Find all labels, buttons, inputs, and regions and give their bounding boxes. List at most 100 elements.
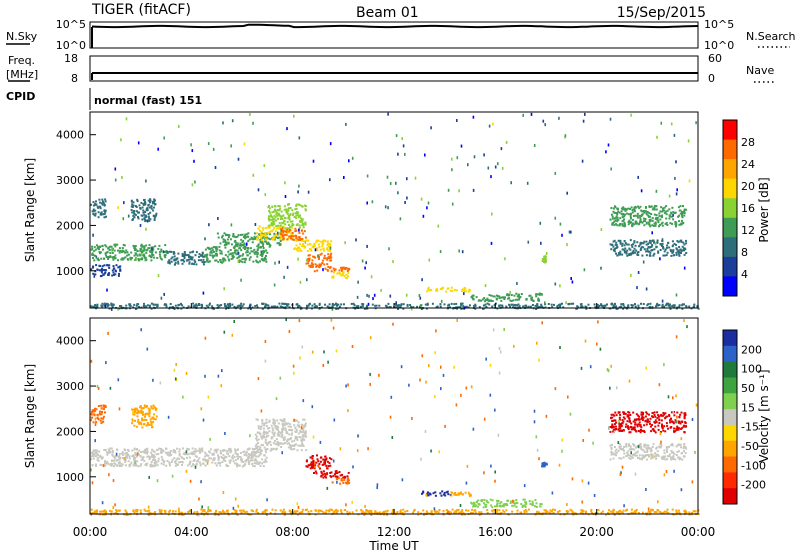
scatter-cell — [268, 233, 271, 236]
scatter-cell — [283, 420, 286, 423]
scatter-cell — [154, 511, 157, 513]
noise-cell — [670, 122, 673, 126]
scatter-cell — [211, 461, 214, 464]
scatter-cell — [369, 509, 372, 512]
scatter-cell — [668, 303, 671, 306]
scatter-cell — [185, 259, 188, 262]
scatter-cell — [621, 422, 623, 425]
scatter-cell — [165, 464, 168, 467]
noise-cell — [673, 133, 676, 137]
scatter-cell — [642, 456, 645, 459]
scatter-cell — [257, 227, 260, 230]
scatter-cell — [212, 452, 215, 455]
scatter-cell — [355, 509, 358, 512]
scatter-cell — [510, 303, 513, 306]
scatter-cell — [633, 454, 636, 457]
scatter-cell — [257, 235, 259, 238]
scatter-cell — [168, 259, 171, 262]
noise-cell — [489, 363, 492, 367]
scatter-cell — [665, 246, 668, 249]
scatter-cell — [208, 457, 211, 460]
scatter-cell — [101, 269, 104, 272]
scatter-cell — [130, 461, 133, 464]
scatter-cell — [326, 258, 329, 261]
scatter-cell — [106, 264, 109, 267]
scatter-cell — [141, 250, 144, 253]
scatter-cell — [109, 252, 112, 254]
scatter-cell — [201, 304, 203, 307]
scatter-cell — [209, 448, 212, 451]
scatter-cell — [491, 300, 494, 302]
scatter-cell — [655, 511, 658, 514]
scatter-cell — [286, 442, 289, 445]
scatter-cell — [645, 411, 648, 414]
scatter-cell — [240, 460, 243, 463]
scatter-cell — [297, 424, 300, 427]
scatter-cell — [283, 205, 286, 208]
scatter-cell — [236, 235, 239, 238]
scatter-cell — [320, 470, 323, 473]
scatter-cell — [456, 509, 458, 512]
scatter-cell — [236, 464, 238, 466]
scatter-cell — [195, 455, 198, 458]
scatter-cell — [646, 448, 649, 451]
scatter-cell — [638, 207, 641, 210]
scatter-cell — [236, 448, 239, 451]
noise-cell — [306, 278, 308, 282]
scatter-cell — [125, 454, 128, 457]
scatter-cell — [378, 511, 381, 514]
scatter-cell — [142, 450, 145, 453]
noise-cell — [654, 242, 657, 246]
noise-cell — [420, 197, 423, 201]
scatter-cell — [633, 448, 636, 451]
scatter-cell — [184, 253, 186, 256]
scatter-cell — [632, 304, 635, 307]
noise-cell — [366, 174, 369, 178]
scatter-cell — [614, 247, 616, 250]
scatter-cell — [672, 457, 675, 459]
scatter-cell — [623, 249, 626, 252]
scatter-cell — [269, 230, 272, 233]
scatter-cell — [612, 240, 615, 243]
scatter-cell — [145, 406, 148, 409]
scatter-cell — [93, 250, 96, 252]
scatter-cell — [510, 300, 513, 302]
scatter-cell — [628, 252, 631, 255]
scatter-cell — [638, 415, 641, 418]
scatter-cell — [275, 219, 278, 222]
scatter-cell — [670, 212, 673, 215]
scatter-cell — [325, 457, 328, 460]
scatter-cell — [656, 411, 659, 414]
scatter-cell — [641, 415, 644, 418]
scatter-cell — [524, 509, 527, 511]
scatter-cell — [483, 502, 486, 505]
scatter-cell — [528, 500, 531, 503]
scatter-cell — [486, 298, 489, 301]
scatter-cell — [101, 265, 104, 268]
scatter-cell — [181, 255, 184, 257]
scatter-cell — [131, 418, 134, 421]
scatter-cell — [306, 250, 309, 252]
scatter-cell — [201, 447, 204, 450]
scatter-cell — [625, 252, 628, 254]
scatter-cell — [267, 304, 270, 307]
noise-cell — [497, 162, 499, 166]
scatter-cell — [509, 502, 512, 504]
scatter-cell — [92, 254, 95, 257]
scatter-cell — [270, 224, 273, 226]
scatter-cell — [541, 465, 544, 468]
scatter-cell — [319, 240, 322, 243]
scatter-cell — [178, 448, 181, 451]
scatter-cell — [480, 299, 482, 302]
scatter-cell — [581, 305, 584, 308]
scatter-cell — [306, 465, 309, 468]
scatter-cell — [115, 455, 118, 458]
scatter-cell — [95, 244, 98, 247]
noise-cell — [410, 307, 413, 311]
scatter-cell — [241, 261, 244, 264]
scatter-cell — [618, 445, 621, 448]
scatter-cell — [94, 212, 97, 215]
scatter-cell — [227, 250, 230, 253]
scatter-cell — [328, 242, 331, 245]
scatter-cell — [647, 221, 650, 224]
